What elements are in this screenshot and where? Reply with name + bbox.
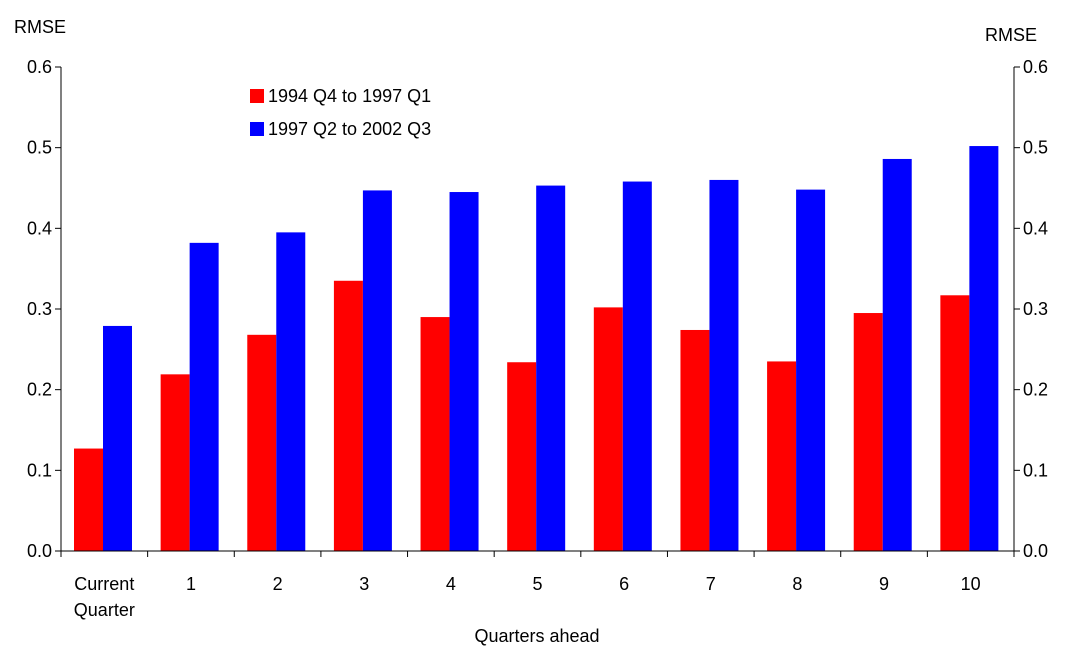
x-tick-label: 3 [359,574,369,594]
axes-group: 0.0 0.0 0.1 0.1 0.2 0.2 0.3 0.3 0.4 0.4 0.5 0.5 0.6 0… [27,57,1048,620]
x-tick-label: 8 [792,574,802,594]
x-tick-label: 10 [961,574,981,594]
y-axis-title-right: RMSE [985,25,1037,45]
bar-series2-cat-5 [536,185,566,551]
x-tick-label: 4 [446,574,456,594]
legend-swatch-1 [250,89,264,103]
bar-series1-cat-8 [767,361,797,551]
y-tick-label-right: 0.4 [1023,218,1048,238]
y-axis-title-left: RMSE [14,17,66,37]
x-tick-label: 9 [879,574,889,594]
legend-label-1: 1994 Q4 to 1997 Q1 [268,86,431,106]
y-tick-label-right: 0.6 [1023,57,1048,77]
bar-series1-cat-4 [420,317,450,551]
x-tick-label: 2 [273,574,283,594]
bar-series2-cat-0 [103,325,132,551]
y-tick-label-left: 0.3 [27,299,52,319]
y-tick-label-left: 0.0 [27,541,52,561]
y-tick-label-right: 0.3 [1023,299,1048,319]
y-tick-label-right: 0.1 [1023,460,1048,480]
y-tick-label-left: 0.5 [27,138,52,158]
bar-series1-cat-6 [593,307,623,551]
bars-group [74,146,999,552]
x-tick-label: 7 [706,574,716,594]
bar-series1-cat-9 [853,313,883,551]
y-tick-label-left: 0.6 [27,57,52,77]
legend-label-2: 1997 Q2 to 2002 Q3 [268,119,431,139]
y-tick-label-right: 0.5 [1023,138,1048,158]
bar-series2-cat-8 [796,189,826,551]
bar-series2-cat-3 [362,190,392,552]
bar-series1-cat-7 [680,329,710,551]
bar-series1-cat-2 [247,334,277,551]
bar-series2-cat-4 [449,192,479,552]
y-tick-label-left: 0.4 [27,218,52,238]
bar-series2-cat-10 [969,146,999,551]
bar-series1-cat-10 [940,295,970,551]
bar-series1-cat-3 [333,280,363,551]
x-tick-label: 6 [619,574,629,594]
x-tick-label: 5 [532,574,542,594]
bar-series1-cat-0 [74,448,103,551]
y-tick-label-left: 0.2 [27,380,52,400]
x-axis-title: Quarters ahead [474,626,599,646]
x-tick-label: Current Quarter [74,574,135,620]
bar-series2-cat-7 [709,179,739,551]
bar-series2-cat-6 [622,181,652,551]
bar-series1-cat-5 [507,362,537,551]
y-tick-label-right: 0.0 [1023,541,1048,561]
bar-series2-cat-9 [882,158,912,551]
x-tick-label: 1 [186,574,196,594]
y-tick-label-right: 0.2 [1023,380,1048,400]
legend: 1994 Q4 to 1997 Q1 1997 Q2 to 2002 Q3 [250,86,431,139]
legend-swatch-2 [250,122,264,136]
bar-series1-cat-1 [160,374,190,551]
bar-series2-cat-2 [276,232,306,551]
y-tick-label-left: 0.1 [27,460,52,480]
bar-series2-cat-1 [189,242,219,551]
